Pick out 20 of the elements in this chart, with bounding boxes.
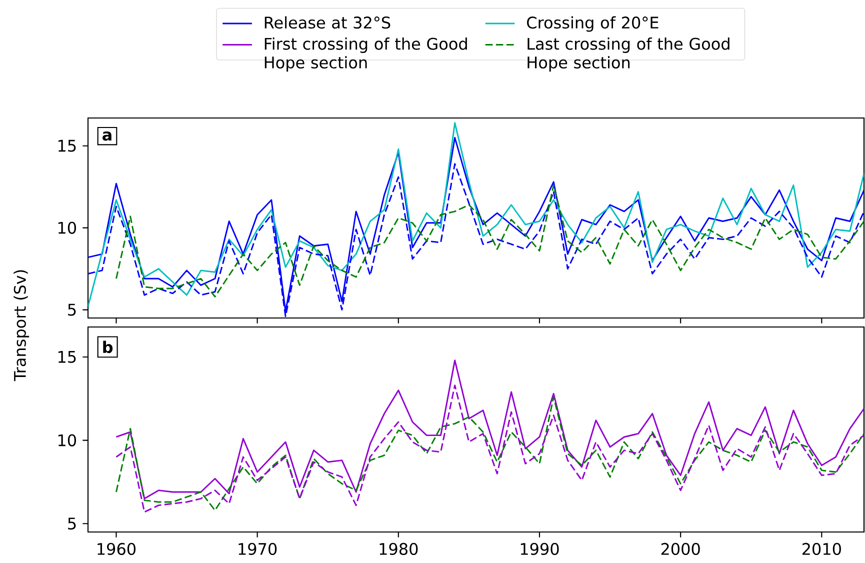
y-tick-label: 10 — [58, 222, 76, 234]
text: First crossing of the Good Hope section — [264, 37, 467, 72]
line-series — [115, 184, 864, 298]
x-tick-label: 1960 — [98, 542, 136, 556]
y-tick-label: 5 — [68, 518, 76, 530]
x-tick-label: 1990 — [520, 542, 559, 556]
x-tick-label: 1980 — [380, 542, 418, 556]
x-tick-label: 2000 — [661, 542, 700, 556]
text: Last crossing of the Good Hope section — [528, 37, 730, 72]
y-tick-label: 15 — [58, 351, 76, 363]
legend-label: Release at 32°S — [264, 16, 390, 29]
x-tick-label: 2010 — [802, 542, 841, 556]
annotation: a — [102, 132, 112, 141]
y-tick-label: 5 — [68, 304, 76, 316]
annotation: b — [103, 340, 113, 354]
y-axis-title: Transport (Sv) — [14, 270, 30, 382]
y-tick-label: 15 — [58, 140, 76, 152]
y-tick-label: 10 — [58, 434, 76, 446]
x-tick-label: 1970 — [238, 542, 277, 556]
legend-label: Crossing of 20°E — [527, 16, 658, 32]
